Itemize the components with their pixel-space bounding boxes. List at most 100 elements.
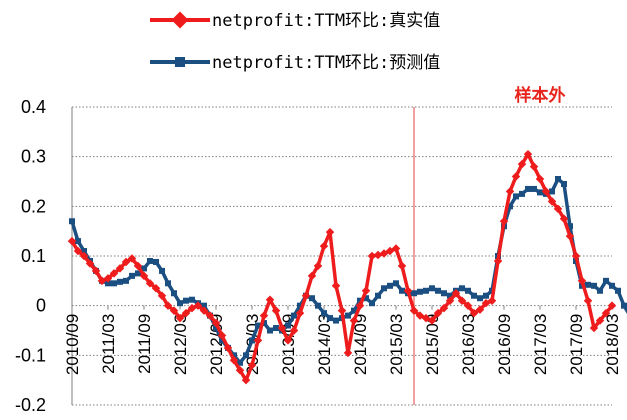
data-point (115, 264, 125, 273)
data-point (337, 306, 347, 315)
data-point (141, 265, 147, 272)
data-point (399, 287, 405, 294)
data-point (519, 190, 525, 197)
data-point (507, 203, 513, 210)
data-point (321, 310, 327, 317)
data-point (237, 359, 243, 366)
data-point (217, 331, 227, 340)
x-tick-label: 2014/03 (315, 314, 334, 375)
data-point (471, 292, 477, 299)
data-point (567, 223, 573, 230)
data-point (325, 227, 335, 237)
data-point (531, 185, 537, 192)
data-point (585, 281, 591, 288)
data-point (537, 189, 543, 196)
data-point (313, 261, 323, 271)
data-point (361, 286, 371, 296)
data-point (457, 296, 467, 305)
data-point (411, 290, 417, 297)
data-point (135, 270, 141, 277)
data-point (591, 282, 597, 289)
data-point (331, 281, 341, 291)
data-point (213, 325, 219, 332)
data-point (127, 254, 137, 263)
data-point (373, 250, 383, 260)
data-point (223, 343, 233, 353)
data-point (441, 290, 447, 297)
data-point (85, 259, 95, 268)
data-point (73, 246, 83, 256)
x-tick-label: 2017/09 (567, 314, 586, 375)
data-point (285, 322, 291, 329)
data-point (111, 280, 117, 287)
data-point (417, 288, 423, 295)
data-point (205, 311, 215, 320)
data-point (243, 352, 249, 359)
data-point (121, 257, 131, 267)
data-point (169, 306, 179, 315)
data-point (597, 287, 603, 294)
data-point (463, 301, 473, 310)
data-point (423, 287, 429, 294)
data-point (241, 375, 251, 385)
x-tick-label: 2015/09 (423, 314, 442, 375)
y-tick-label: 0.1 (21, 246, 46, 266)
y-tick-label: 0.4 (21, 97, 46, 117)
legend-marker-actual (171, 11, 189, 29)
data-point (159, 267, 165, 274)
data-point (487, 296, 497, 305)
data-point (247, 361, 257, 370)
data-point (201, 302, 207, 309)
data-point (333, 317, 339, 324)
data-point (139, 271, 149, 281)
data-point (81, 248, 87, 255)
data-point (75, 238, 81, 245)
data-point (295, 308, 305, 318)
x-tick-label: 2010/09 (63, 314, 82, 375)
data-point (273, 325, 279, 332)
data-point (265, 295, 275, 304)
data-point (525, 185, 531, 192)
y-tick-label: -0.1 (15, 345, 46, 365)
data-point (357, 297, 363, 304)
legend-marker-forecast (175, 57, 185, 67)
x-tick-label: 2011/09 (135, 314, 154, 374)
data-point (165, 280, 171, 287)
data-point (351, 307, 357, 314)
data-point (393, 280, 399, 287)
data-point (163, 301, 173, 310)
data-point (493, 256, 503, 266)
data-point (381, 285, 387, 292)
data-point (343, 348, 353, 358)
data-point (267, 327, 273, 334)
data-point (429, 285, 435, 292)
data-point (109, 269, 119, 278)
legend-entry-forecast: netprofit:TTM环比:预测值 (150, 53, 440, 73)
data-point (433, 308, 443, 318)
data-point (309, 295, 315, 302)
data-point (117, 278, 123, 285)
data-point (465, 287, 471, 294)
y-axis: -0.2 -0.1 0 0.1 0.2 0.3 0.4 (15, 97, 73, 415)
data-point (345, 312, 351, 319)
legend-label-forecast: netprofit:TTM环比:预测值 (212, 53, 440, 73)
data-point (577, 276, 587, 286)
data-point (271, 306, 281, 315)
data-point (249, 337, 255, 344)
data-point (447, 292, 453, 299)
data-point (391, 244, 401, 253)
data-point (183, 297, 189, 304)
data-point (561, 180, 567, 187)
data-point (199, 306, 209, 315)
data-point (289, 326, 299, 335)
series-actual (67, 149, 617, 385)
data-point (607, 301, 617, 310)
data-point (499, 216, 509, 226)
data-point (475, 305, 485, 314)
data-point (367, 251, 377, 261)
data-point (595, 316, 605, 325)
data-point (253, 336, 263, 345)
data-point (363, 295, 369, 302)
data-point (615, 287, 621, 294)
